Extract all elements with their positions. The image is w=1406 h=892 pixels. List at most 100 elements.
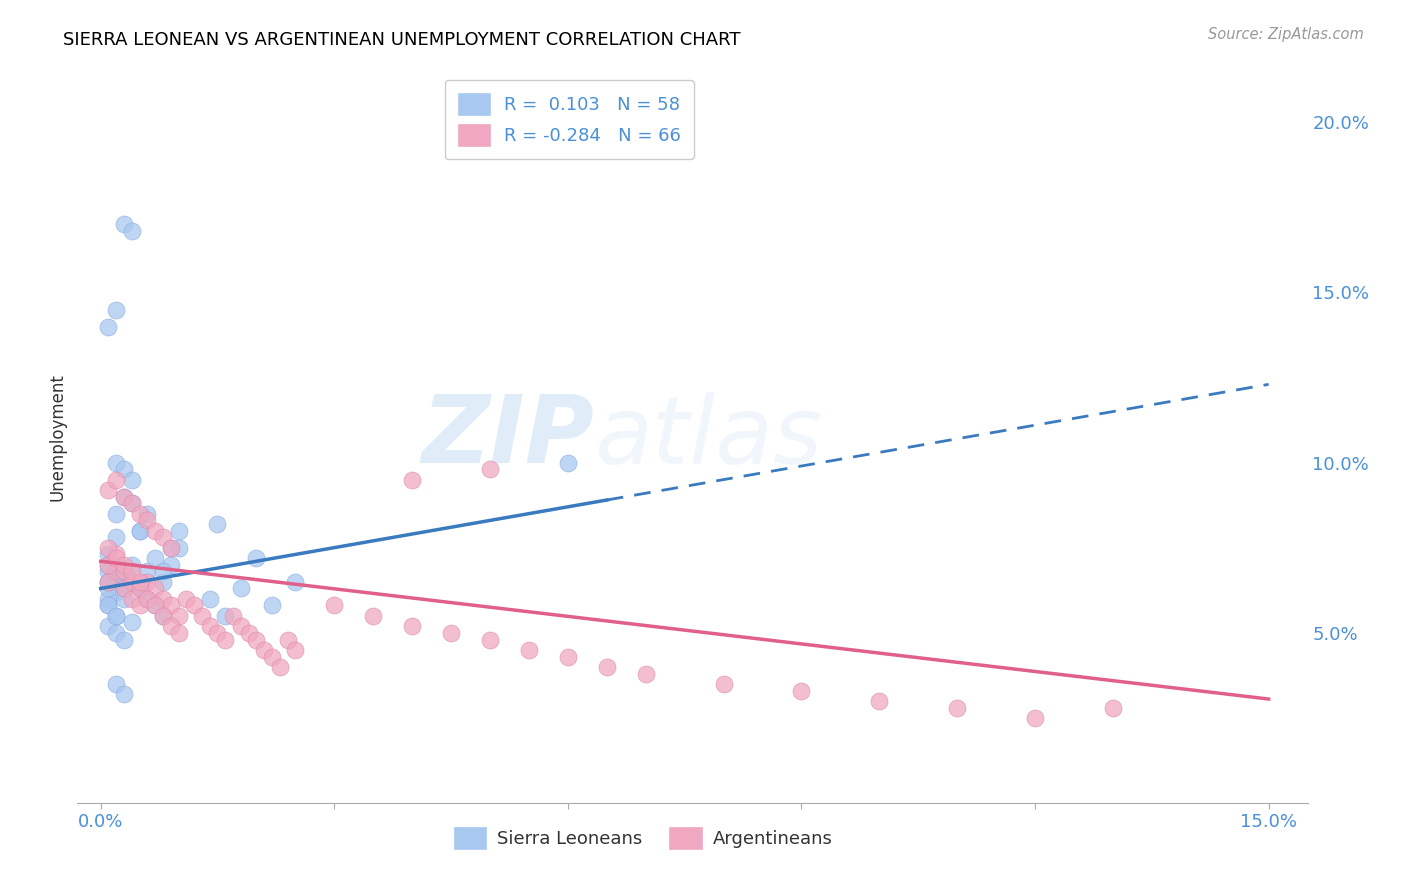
Point xyxy=(97,619,120,633)
Point xyxy=(159,541,181,555)
Point xyxy=(136,513,159,527)
Point xyxy=(105,302,128,317)
Point xyxy=(191,608,214,623)
Point xyxy=(269,659,291,673)
Point xyxy=(112,462,135,476)
Point xyxy=(207,516,229,531)
Point xyxy=(105,677,128,691)
Point xyxy=(277,632,299,647)
Point xyxy=(198,591,221,606)
Point xyxy=(167,524,190,538)
Point xyxy=(105,531,128,545)
Point xyxy=(128,574,150,589)
Point xyxy=(596,659,619,673)
Point xyxy=(238,625,260,640)
Point xyxy=(284,574,307,589)
Point xyxy=(128,582,150,596)
Point xyxy=(152,531,174,545)
Point xyxy=(97,574,120,589)
Point xyxy=(112,558,135,572)
Point xyxy=(183,599,205,613)
Point xyxy=(245,632,267,647)
Point xyxy=(143,550,166,565)
Point xyxy=(634,666,657,681)
Point xyxy=(121,591,143,606)
Point xyxy=(260,649,283,664)
Point xyxy=(97,574,120,589)
Point xyxy=(214,608,236,623)
Point xyxy=(105,550,128,565)
Point xyxy=(260,599,283,613)
Point xyxy=(121,574,143,589)
Point xyxy=(159,619,181,633)
Point xyxy=(105,548,128,562)
Point xyxy=(112,490,135,504)
Point xyxy=(136,591,159,606)
Point xyxy=(557,649,579,664)
Point xyxy=(112,582,135,596)
Point xyxy=(136,565,159,579)
Point xyxy=(1024,711,1046,725)
Point xyxy=(517,642,540,657)
Point xyxy=(97,582,120,596)
Point xyxy=(167,625,190,640)
Point xyxy=(143,599,166,613)
Point xyxy=(128,524,150,538)
Point xyxy=(105,473,128,487)
Text: SIERRA LEONEAN VS ARGENTINEAN UNEMPLOYMENT CORRELATION CHART: SIERRA LEONEAN VS ARGENTINEAN UNEMPLOYME… xyxy=(63,31,741,49)
Point xyxy=(97,319,120,334)
Point xyxy=(152,574,174,589)
Point xyxy=(105,456,128,470)
Point xyxy=(105,565,128,579)
Point xyxy=(128,524,150,538)
Point xyxy=(112,490,135,504)
Point xyxy=(121,473,143,487)
Point xyxy=(136,507,159,521)
Point xyxy=(112,218,135,232)
Point xyxy=(97,541,120,555)
Point xyxy=(112,632,135,647)
Point xyxy=(479,462,502,476)
Point xyxy=(401,619,423,633)
Point xyxy=(152,565,174,579)
Point xyxy=(229,582,252,596)
Point xyxy=(713,677,735,691)
Point xyxy=(128,507,150,521)
Point xyxy=(136,591,159,606)
Point xyxy=(284,642,307,657)
Point xyxy=(121,565,143,579)
Point xyxy=(1102,700,1125,714)
Point xyxy=(159,558,181,572)
Point xyxy=(136,574,159,589)
Point xyxy=(105,608,128,623)
Point xyxy=(479,632,502,647)
Point xyxy=(121,496,143,510)
Point xyxy=(105,574,128,589)
Point xyxy=(323,599,346,613)
Point xyxy=(868,694,890,708)
Point xyxy=(105,507,128,521)
Point xyxy=(207,625,229,640)
Point xyxy=(198,619,221,633)
Point xyxy=(97,558,120,572)
Point xyxy=(128,582,150,596)
Point xyxy=(167,608,190,623)
Point xyxy=(105,585,128,599)
Point xyxy=(143,582,166,596)
Point xyxy=(121,558,143,572)
Point xyxy=(361,608,384,623)
Point xyxy=(112,687,135,701)
Point xyxy=(222,608,245,623)
Point xyxy=(112,591,135,606)
Point xyxy=(105,574,128,589)
Point xyxy=(159,541,181,555)
Point xyxy=(97,599,120,613)
Point xyxy=(245,550,267,565)
Point xyxy=(176,591,198,606)
Point xyxy=(229,619,252,633)
Text: ZIP: ZIP xyxy=(422,391,595,483)
Point xyxy=(401,473,423,487)
Point xyxy=(97,591,120,606)
Point xyxy=(121,496,143,510)
Point xyxy=(97,483,120,497)
